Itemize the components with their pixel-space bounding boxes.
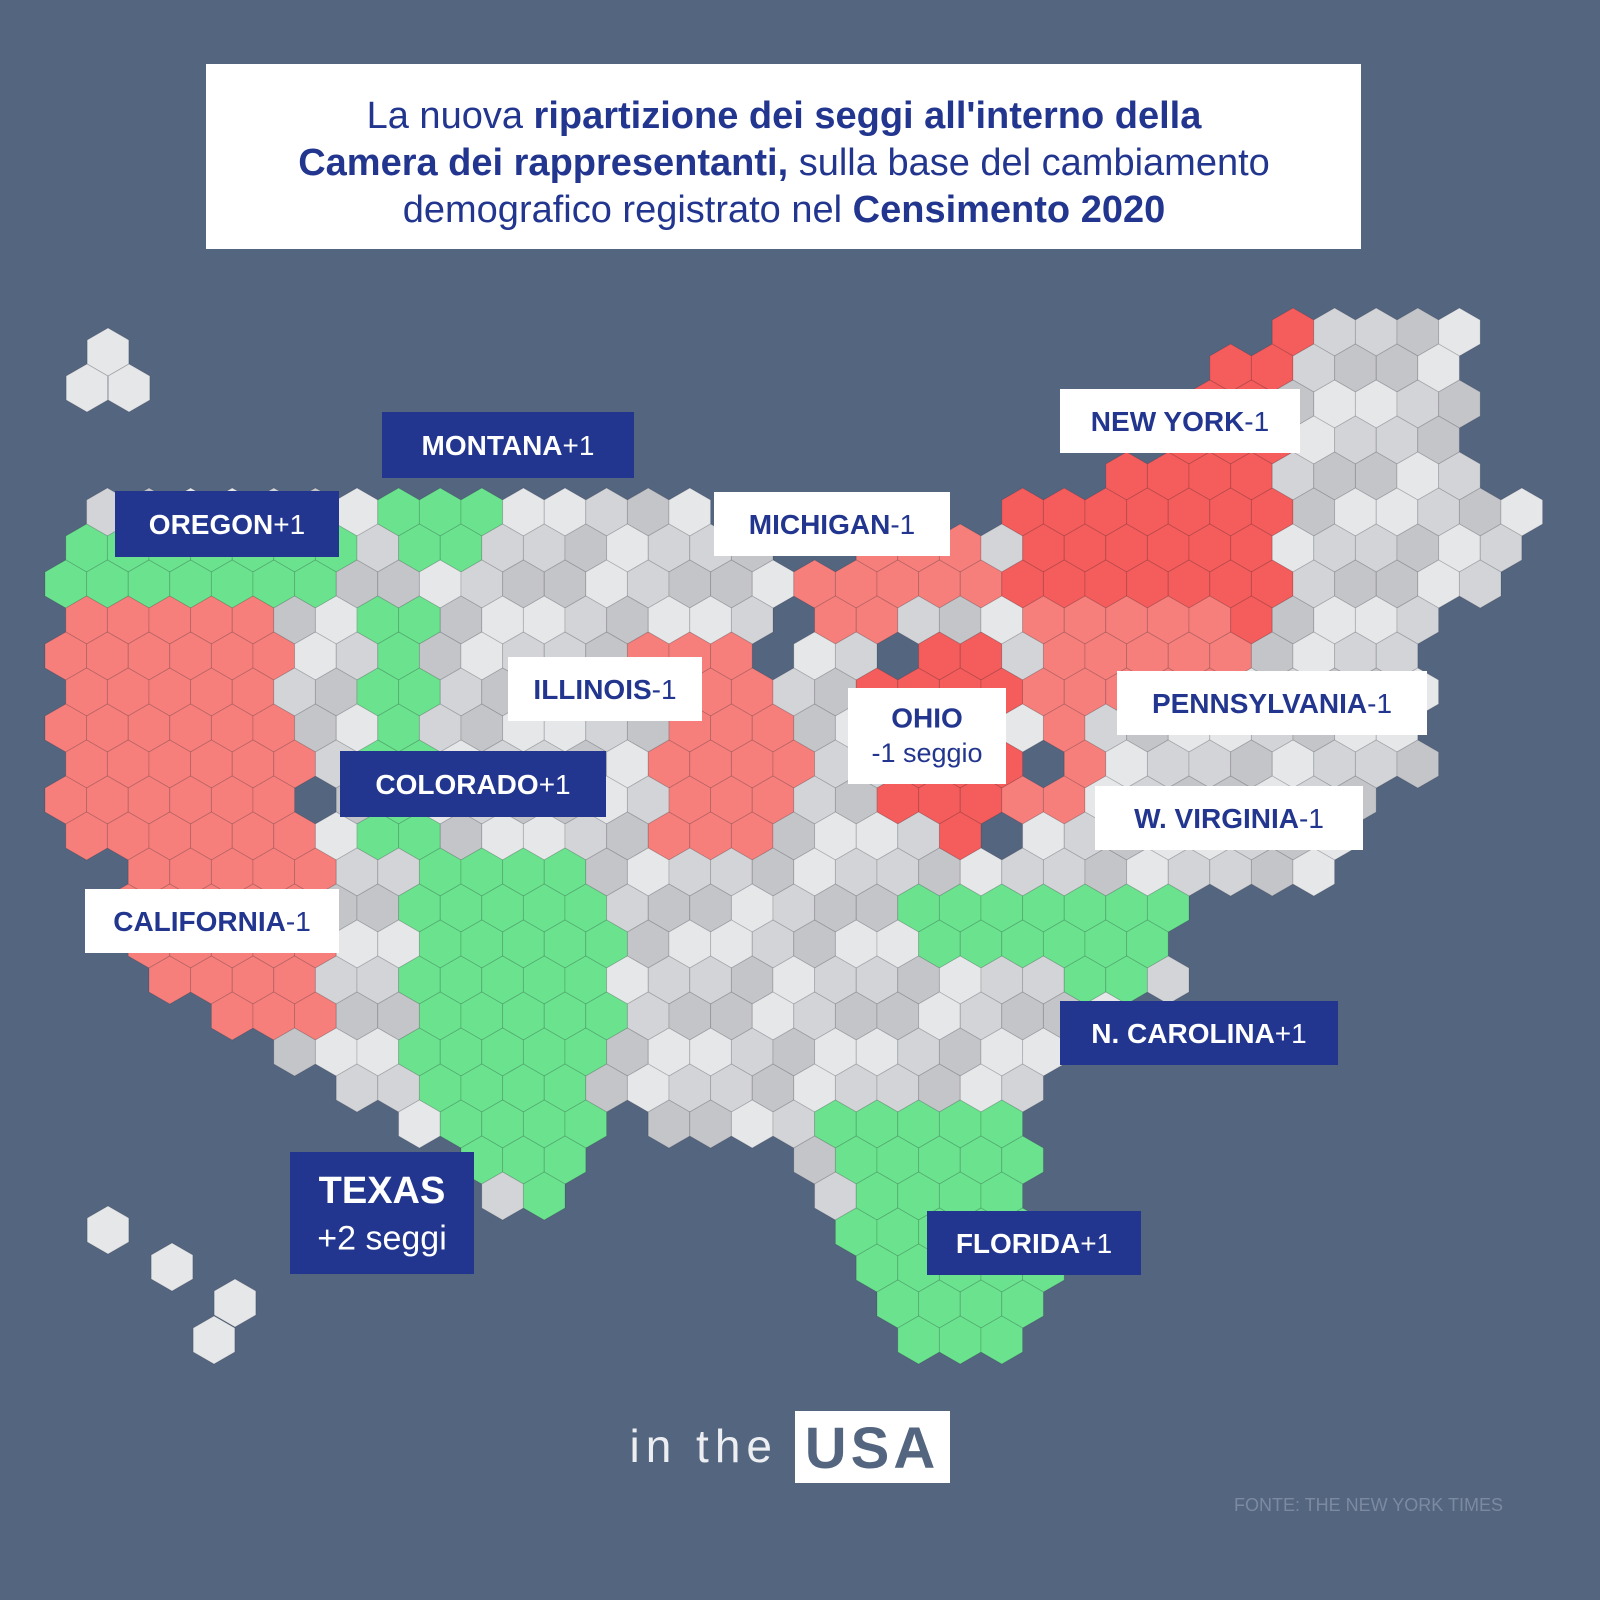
hex: [1396, 739, 1440, 789]
label-box: [714, 492, 950, 556]
title-segment: demografico registrato nel: [403, 189, 853, 231]
title: La nuova ripartizione dei seggi all'inte…: [298, 95, 1270, 231]
label-change: -1: [1299, 803, 1324, 834]
label-name: MICHIGAN: [749, 509, 891, 540]
label-box: [1095, 786, 1363, 850]
label-name: FLORIDA: [956, 1228, 1080, 1259]
label-box: [508, 657, 702, 721]
title-line: Camera dei rappresentanti, sulla base de…: [298, 142, 1270, 184]
title-segment: ripartizione dei seggi all'interno della: [534, 95, 1203, 137]
label-box: [848, 688, 1006, 784]
source: FONTE: THE NEW YORK TIMES: [1234, 1495, 1503, 1515]
title-segment: La nuova: [367, 95, 534, 137]
hex: [980, 1315, 1024, 1365]
hex: [65, 363, 109, 413]
title-line: demografico registrato nel Censimento 20…: [403, 189, 1165, 231]
title-segment: Censimento 2020: [853, 189, 1166, 231]
brand-box: [795, 1411, 950, 1483]
label-box: [115, 491, 339, 557]
label-box: [927, 1211, 1141, 1275]
title-segment: sulla base del cambiamento: [788, 142, 1270, 184]
label-text: CALIFORNIA-1: [113, 906, 311, 937]
hex: [522, 1171, 566, 1221]
label-change: +1: [1080, 1228, 1112, 1259]
hex: [192, 1315, 236, 1365]
label-change: +2 seggi: [317, 1220, 447, 1258]
label-name: PENNSYLVANIA: [1152, 688, 1367, 719]
label-text: ILLINOIS-1: [533, 674, 676, 705]
label-name: NEW YORK: [1091, 406, 1245, 437]
hex: [86, 1205, 130, 1255]
brand-text: USA: [805, 1416, 939, 1481]
title-box: [206, 64, 1361, 249]
label-text: FLORIDA+1: [956, 1228, 1112, 1259]
label-name: N. CAROLINA: [1091, 1018, 1275, 1049]
label-box: [290, 1152, 474, 1274]
label-name: OHIO: [891, 702, 963, 733]
label-box: [340, 751, 606, 817]
label-change: -1: [890, 509, 915, 540]
label-change: -1: [286, 906, 311, 937]
hex: [213, 1278, 257, 1328]
label-box: [1117, 671, 1427, 735]
label-text: OREGON+1: [149, 509, 305, 540]
label-change: +1: [1275, 1018, 1307, 1049]
label-name: CALIFORNIA: [113, 906, 286, 937]
label-text: N. CAROLINA+1: [1091, 1018, 1306, 1049]
label-change: -1 seggio: [871, 738, 982, 768]
label-box: [1060, 1001, 1338, 1065]
label-change: +1: [539, 769, 571, 800]
label-text: MICHIGAN-1: [749, 509, 915, 540]
hex: [1458, 559, 1502, 609]
hex: [150, 1242, 194, 1292]
hex: [1292, 847, 1336, 897]
title-segment: Camera dei rappresentanti,: [298, 142, 788, 184]
label-box: [1060, 389, 1300, 453]
label-text: PENNSYLVANIA-1: [1152, 688, 1392, 719]
label-name: TEXAS: [319, 1170, 446, 1212]
label-text: MONTANA+1: [422, 430, 595, 461]
label-name: MONTANA: [422, 430, 563, 461]
label-name: W. VIRGINIA: [1134, 803, 1299, 834]
label-box: [85, 889, 339, 953]
label-change: -1: [652, 674, 677, 705]
hex: [86, 327, 130, 377]
label-name: ILLINOIS: [533, 674, 651, 705]
label-text: COLORADO+1: [375, 769, 570, 800]
label-change: -1: [1244, 406, 1269, 437]
title-line: La nuova ripartizione dei seggi all'inte…: [367, 95, 1203, 137]
label-name: COLORADO: [375, 769, 538, 800]
label-change: +1: [273, 509, 305, 540]
label-change: -1: [1367, 688, 1392, 719]
label-text: NEW YORK-1: [1091, 406, 1269, 437]
hex-map: [44, 307, 1544, 1365]
label-box: [382, 412, 634, 478]
label-text: W. VIRGINIA-1: [1134, 803, 1324, 834]
hex: [107, 363, 151, 413]
label-name: OREGON: [149, 509, 273, 540]
label-change: +1: [563, 430, 595, 461]
brand-prefix: in the: [629, 1420, 778, 1472]
